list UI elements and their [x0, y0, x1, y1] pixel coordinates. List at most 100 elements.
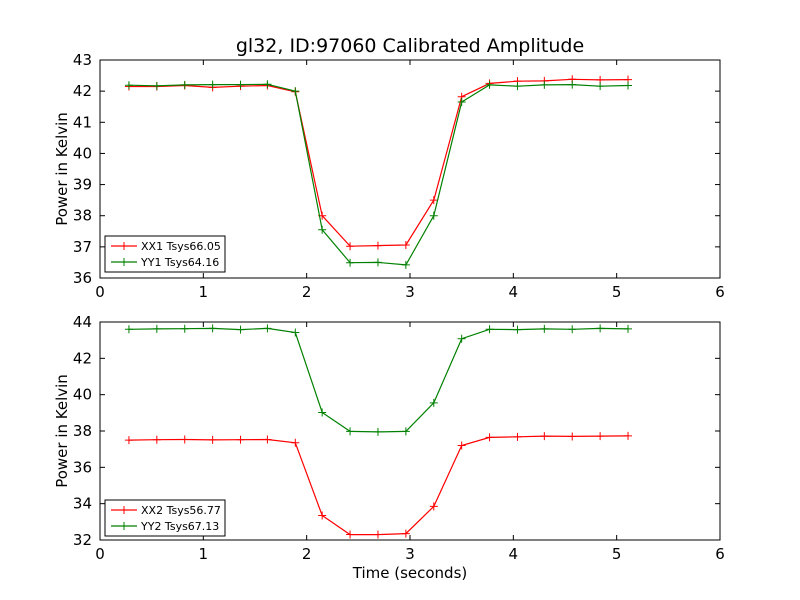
data-point [208, 324, 217, 333]
data-point [513, 82, 522, 91]
x-tick-label: 0 [95, 283, 105, 301]
x-tick-label: 5 [612, 283, 622, 301]
data-point [429, 398, 438, 407]
data-point [540, 324, 549, 333]
data-point [180, 324, 189, 333]
data-point [208, 435, 217, 444]
data-point [318, 511, 327, 520]
x-tick-label: 4 [509, 545, 519, 563]
x-tick-label: 1 [199, 545, 209, 563]
data-point [401, 260, 410, 269]
data-point [263, 324, 272, 333]
data-point [236, 435, 245, 444]
y-tick-label: 42 [73, 349, 92, 367]
x-axis-label: Time (seconds) [352, 564, 468, 582]
data-point [429, 502, 438, 511]
data-point [401, 427, 410, 436]
x-tick-label: 0 [95, 545, 105, 563]
data-point [180, 80, 189, 89]
data-point [457, 98, 466, 107]
data-point [513, 325, 522, 334]
chart-title: gl32, ID:97060 Calibrated Amplitude [236, 35, 584, 57]
data-point [124, 325, 133, 334]
data-point [568, 432, 577, 441]
data-point [346, 242, 355, 251]
legend-label: YY2 Tsys67.13 [140, 520, 219, 533]
data-point [401, 529, 410, 538]
data-point [346, 530, 355, 539]
legend-label: XX2 Tsys56.77 [141, 504, 221, 517]
legend-box [104, 499, 226, 537]
y-tick-label: 39 [73, 176, 92, 194]
y-tick-label: 34 [73, 495, 92, 513]
y-tick-label: 37 [73, 238, 92, 256]
data-point [236, 80, 245, 89]
y-tick-label: 43 [73, 51, 92, 69]
legend-label: YY1 Tsys64.16 [140, 256, 219, 269]
data-point [373, 258, 382, 267]
data-point [540, 80, 549, 89]
data-point [513, 432, 522, 441]
data-point [373, 530, 382, 539]
data-point [457, 334, 466, 343]
data-point [596, 82, 605, 91]
data-point [485, 325, 494, 334]
data-point [291, 87, 300, 96]
data-point [624, 431, 633, 440]
x-tick-label: 6 [715, 283, 725, 301]
data-point [318, 408, 327, 417]
y-tick-label: 44 [73, 313, 92, 331]
data-point [429, 211, 438, 220]
data-point [152, 81, 161, 90]
data-point [208, 80, 217, 89]
data-point [124, 436, 133, 445]
x-tick-label: 6 [715, 545, 725, 563]
x-tick-label: 5 [612, 545, 622, 563]
y-tick-label: 38 [73, 422, 92, 440]
top-panel: 0 1 2 3 4 5 6 36 37 38 39 40 41 42 43 Power in Kelvin XX… [53, 51, 725, 301]
data-point [236, 325, 245, 334]
y-tick-label: 38 [73, 207, 92, 225]
data-point [346, 427, 355, 436]
y-tick-label: 32 [73, 531, 92, 549]
data-point [596, 432, 605, 441]
x-tick-label: 4 [509, 283, 519, 301]
data-point [291, 328, 300, 337]
y-axis-label: Power in Kelvin [53, 374, 71, 488]
y-tick-label: 40 [73, 386, 92, 404]
data-point [291, 438, 300, 447]
data-point [624, 81, 633, 90]
data-point [401, 240, 410, 249]
x-tick-label: 3 [405, 545, 415, 563]
data-point [596, 324, 605, 333]
y-tick-label: 36 [73, 458, 92, 476]
data-point [346, 258, 355, 267]
x-tick-label: 2 [302, 545, 312, 563]
data-point [568, 80, 577, 89]
legend-marker [120, 258, 128, 266]
x-tick-label: 1 [199, 283, 209, 301]
y-tick-label: 42 [73, 82, 92, 100]
data-point [568, 325, 577, 334]
legend-marker [120, 242, 128, 250]
y-tick-label: 41 [73, 113, 92, 131]
x-tick-label: 2 [302, 283, 312, 301]
data-point [485, 433, 494, 442]
data-point [180, 435, 189, 444]
x-tick-label: 3 [405, 283, 415, 301]
data-point [263, 80, 272, 89]
data-point [152, 324, 161, 333]
data-point [124, 81, 133, 90]
data-point [429, 196, 438, 205]
data-point [485, 80, 494, 89]
data-point [624, 324, 633, 333]
legend-box [104, 235, 226, 273]
data-point [373, 241, 382, 250]
y-axis-label: Power in Kelvin [53, 112, 71, 226]
legend-marker [120, 506, 128, 514]
data-point [152, 435, 161, 444]
data-point [373, 427, 382, 436]
legend-label: XX1 Tsys66.05 [141, 240, 221, 253]
